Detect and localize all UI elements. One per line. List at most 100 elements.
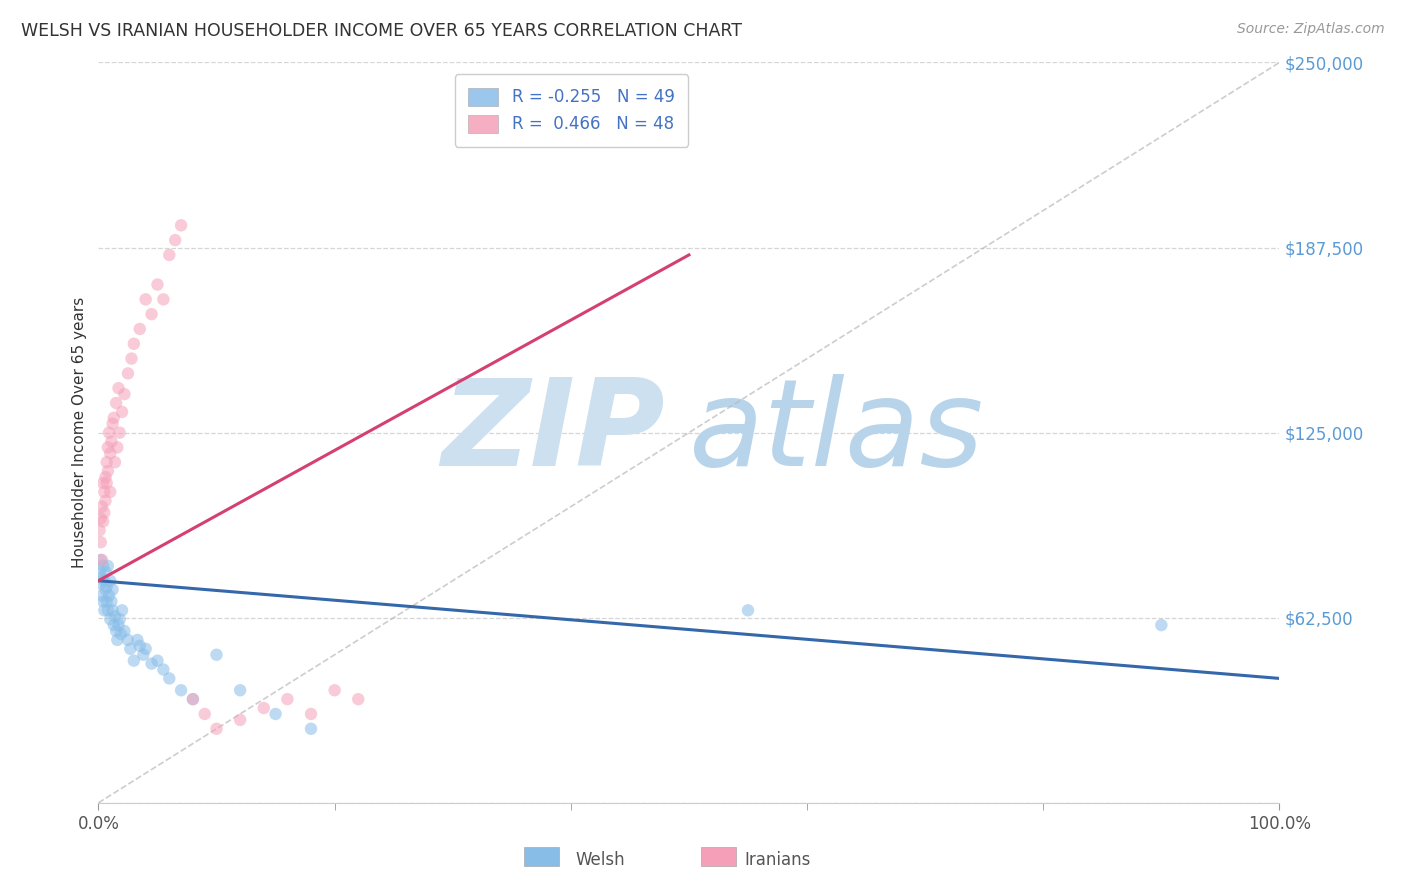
Point [253,701,276,715]
Point [107,381,129,395]
Point [347,692,370,706]
Point [91,594,114,608]
Point [93,484,115,499]
Point [128,322,150,336]
Point [91,589,114,603]
Point [105,441,128,455]
Point [1150,618,1173,632]
Point [181,692,204,706]
Point [181,692,204,706]
Point [229,683,252,698]
Point [152,663,174,677]
FancyBboxPatch shape [700,847,737,866]
Point [94,470,117,484]
Point [104,455,127,469]
Point [107,618,129,632]
Point [105,396,128,410]
Point [121,351,143,366]
Point [89,565,111,579]
Point [165,233,187,247]
Point [97,603,120,617]
Point [111,405,134,419]
Point [90,511,112,525]
Point [91,571,114,585]
Point [205,648,228,662]
Text: Welsh: Welsh [575,851,626,869]
Point [323,683,346,698]
Point [170,683,193,698]
Point [105,632,128,647]
Text: Source: ZipAtlas.com: Source: ZipAtlas.com [1237,22,1385,37]
Point [98,446,121,460]
Point [112,624,135,638]
Point [101,603,124,617]
Point [104,609,127,624]
Point [152,293,174,307]
Point [157,672,180,686]
Point [229,713,252,727]
Point [93,506,115,520]
Point [276,692,298,706]
Point [146,654,169,668]
Point [103,410,125,425]
Point [91,553,114,567]
Point [101,582,124,597]
Point [93,574,115,588]
Text: Iranians: Iranians [744,851,811,869]
Point [91,475,114,490]
Point [100,594,122,608]
Point [737,603,759,617]
Point [90,576,112,591]
Point [89,524,111,538]
Point [299,722,322,736]
Point [91,558,114,573]
Point [135,641,157,656]
Point [127,632,149,647]
Point [128,639,150,653]
Point [205,722,228,736]
Point [103,618,125,632]
Point [141,307,163,321]
Point [91,500,114,514]
Point [108,612,131,626]
Point [97,464,120,478]
Point [112,387,135,401]
Point [96,455,118,469]
Point [91,515,114,529]
Text: atlas: atlas [689,374,984,491]
Point [97,441,120,455]
Text: ZIP: ZIP [441,374,665,491]
Point [117,632,139,647]
Point [194,706,217,721]
Point [135,293,157,307]
Point [132,648,155,662]
Point [117,367,139,381]
Point [120,641,142,656]
Point [157,248,180,262]
Point [90,553,112,567]
Point [108,425,131,440]
Point [100,434,122,449]
Text: WELSH VS IRANIAN HOUSEHOLDER INCOME OVER 65 YEARS CORRELATION CHART: WELSH VS IRANIAN HOUSEHOLDER INCOME OVER… [21,22,742,40]
Point [122,336,145,351]
Point [96,580,118,594]
Point [98,484,121,499]
Point [101,417,124,431]
Legend: R = -0.255   N = 49, R =  0.466   N = 48: R = -0.255 N = 49, R = 0.466 N = 48 [456,74,688,147]
Point [96,475,118,490]
FancyBboxPatch shape [523,847,560,866]
Y-axis label: Householder Income Over 65 years: Householder Income Over 65 years [72,297,87,568]
Point [111,603,134,617]
Point [94,493,117,508]
Point [96,594,118,608]
Point [94,565,117,579]
Point [170,219,193,233]
Point [98,589,121,603]
Point [98,574,121,588]
Point [299,706,322,721]
Point [264,706,287,721]
Point [94,582,117,597]
Point [105,624,128,638]
Point [90,535,112,549]
Point [93,603,115,617]
